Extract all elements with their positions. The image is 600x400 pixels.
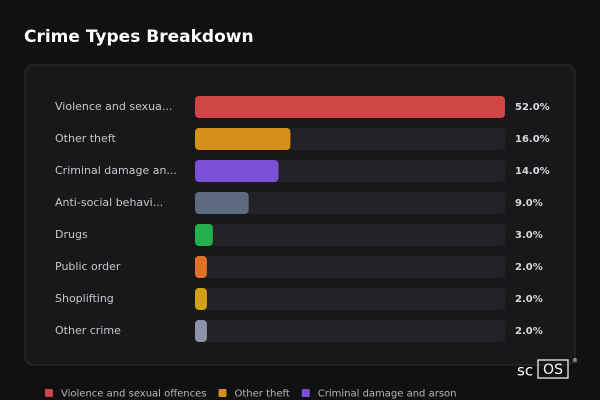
legend-label: Criminal damage and arson bbox=[318, 389, 457, 400]
logo-mark: ® bbox=[572, 358, 578, 365]
bar bbox=[195, 288, 207, 310]
category-label: Anti-social behavi... bbox=[55, 196, 163, 209]
value-label: 9.0% bbox=[515, 198, 543, 209]
value-label: 14.0% bbox=[515, 166, 550, 177]
value-label: 2.0% bbox=[515, 294, 543, 305]
legend-label: Violence and sexual offences bbox=[61, 389, 207, 400]
legend-label: Other theft bbox=[235, 389, 290, 400]
logo-box bbox=[537, 359, 569, 379]
value-label: 3.0% bbox=[515, 230, 543, 241]
bar bbox=[195, 192, 249, 214]
category-label: Violence and sexua... bbox=[55, 100, 172, 113]
value-label: 2.0% bbox=[515, 262, 543, 273]
category-label: Drugs bbox=[55, 228, 88, 241]
category-label: Criminal damage an... bbox=[55, 164, 177, 177]
bar-track bbox=[195, 224, 505, 246]
logo-prefix: sc bbox=[517, 362, 533, 380]
value-label: 52.0% bbox=[515, 102, 550, 113]
value-label: 16.0% bbox=[515, 134, 550, 145]
bar bbox=[195, 96, 505, 118]
bar-track bbox=[195, 256, 505, 278]
category-label: Public order bbox=[55, 260, 121, 273]
bar bbox=[195, 256, 207, 278]
bar-track bbox=[195, 320, 505, 342]
legend-swatch bbox=[301, 389, 310, 397]
bar-track bbox=[195, 288, 505, 310]
bar bbox=[195, 128, 291, 150]
legend-swatch bbox=[45, 389, 53, 397]
bar-track bbox=[195, 192, 505, 214]
legend-swatch bbox=[218, 389, 227, 397]
title: Crime Types Breakdown bbox=[24, 27, 254, 47]
category-label: Other theft bbox=[55, 132, 116, 145]
category-label: Other crime bbox=[55, 324, 121, 337]
bar bbox=[195, 224, 213, 246]
bar bbox=[195, 320, 207, 342]
category-label: Shoplifting bbox=[55, 292, 114, 305]
value-label: 2.0% bbox=[515, 326, 543, 337]
bar bbox=[195, 160, 279, 182]
logo-boxed: OS bbox=[543, 362, 563, 378]
